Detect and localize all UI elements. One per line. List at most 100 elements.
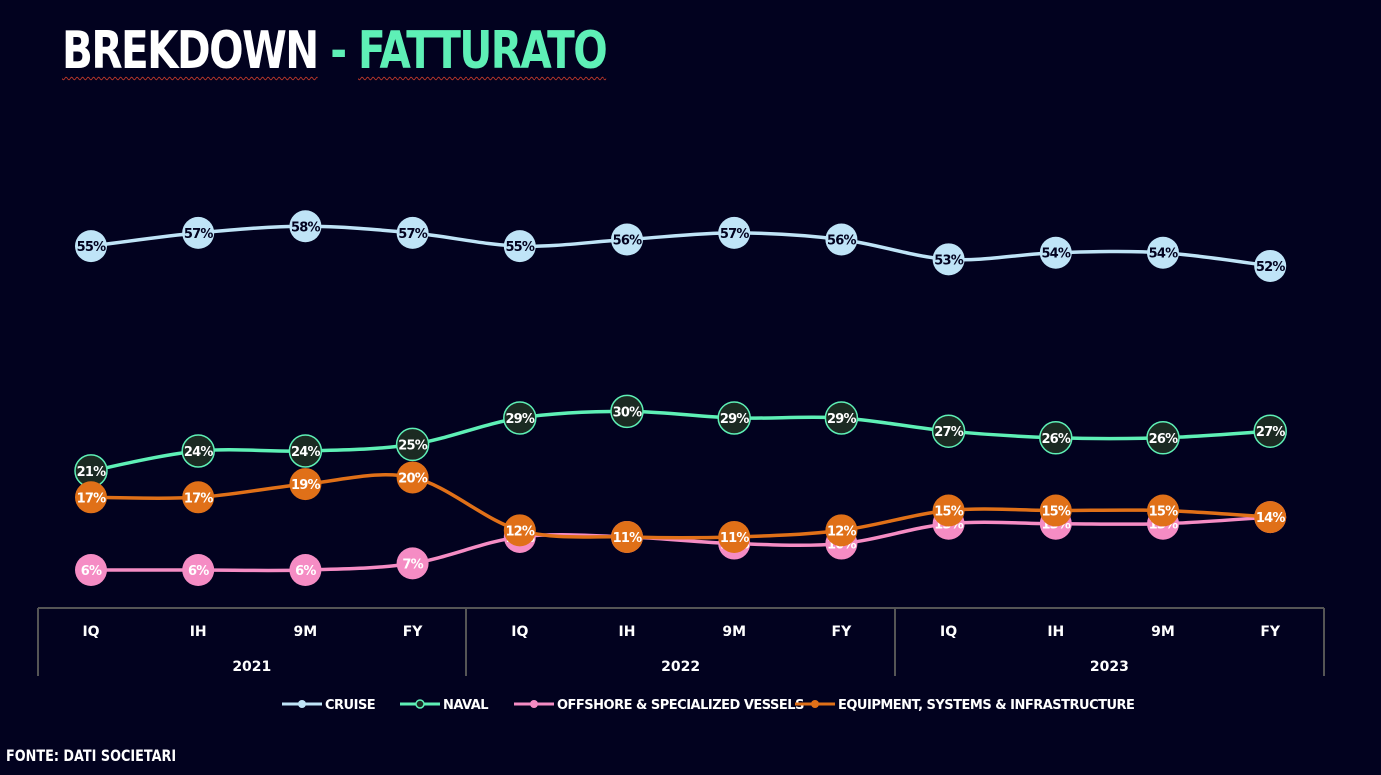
data-point — [396, 461, 429, 494]
x-group-label: 2022 — [661, 659, 700, 675]
data-label: 56% — [827, 234, 856, 249]
data-point — [825, 223, 858, 256]
data-label: 20% — [398, 471, 427, 486]
data-label: 27% — [934, 425, 963, 440]
data-label: 56% — [613, 234, 642, 249]
data-point — [931, 414, 966, 448]
data-point — [824, 401, 859, 435]
data-point — [1039, 494, 1072, 527]
data-label: 29% — [720, 412, 749, 427]
data-point — [825, 514, 858, 547]
data-label: 11% — [720, 531, 749, 546]
data-label: 29% — [505, 412, 534, 427]
data-point — [75, 230, 107, 263]
data-point — [1147, 236, 1179, 269]
data-label: 24% — [184, 445, 213, 460]
data-label: 57% — [398, 227, 427, 242]
data-label: 25% — [398, 438, 427, 453]
data-point — [717, 401, 751, 435]
data-label: 14% — [1256, 511, 1285, 526]
x-tick-label: 9M — [1151, 624, 1175, 640]
data-label: 30% — [613, 405, 642, 420]
x-tick-label: 9M — [722, 624, 746, 640]
data-point — [182, 554, 215, 586]
data-point — [288, 434, 323, 468]
page-title: BREKDOWN - FATTURATO — [62, 20, 608, 82]
data-point — [611, 223, 643, 256]
data-label: 26% — [1041, 432, 1070, 447]
data-point — [396, 547, 429, 580]
data-label: 29% — [827, 412, 856, 427]
data-label: 57% — [184, 227, 213, 242]
x-tick-label: FY — [832, 624, 853, 640]
title-part-1: BREKDOWN — [62, 21, 319, 81]
data-point — [182, 481, 215, 514]
x-tick-label: IH — [1047, 624, 1064, 640]
data-point — [289, 468, 322, 501]
x-tick-label: FY — [1260, 624, 1281, 640]
legend-swatch-marker — [530, 700, 538, 708]
data-label: 57% — [720, 227, 749, 242]
data-point — [932, 494, 965, 527]
legend-label: EQUIPMENT, SYSTEMS & INFRASTRUCTURE — [838, 698, 1134, 713]
series-line — [90, 224, 1271, 268]
data-label: 55% — [505, 240, 534, 255]
series-line — [90, 473, 1271, 540]
legend-swatch-marker — [298, 700, 306, 708]
x-group-label: 2021 — [232, 659, 271, 675]
data-label: 24% — [291, 445, 320, 460]
x-tick-label: IQ — [940, 624, 957, 640]
x-tick-label: IH — [619, 624, 636, 640]
data-label: 19% — [291, 478, 320, 493]
data-label: 54% — [1149, 247, 1178, 262]
data-point — [1254, 249, 1287, 282]
legend-swatch-marker — [415, 699, 425, 709]
data-label: 54% — [1041, 247, 1070, 262]
data-label: 26% — [1149, 432, 1178, 447]
data-label: 15% — [1149, 505, 1178, 520]
source-note: FONTE: DATI SOCIETARI — [6, 746, 177, 765]
data-point — [1146, 421, 1180, 455]
series-line — [91, 515, 1271, 573]
title-separator: - — [317, 21, 359, 81]
legend-label: CRUISE — [325, 698, 375, 713]
data-label: 15% — [1041, 505, 1070, 520]
data-point — [181, 434, 215, 468]
data-label: 52% — [1256, 260, 1285, 275]
title-part-2: FATTURATO — [358, 21, 608, 81]
data-label: 27% — [1256, 425, 1285, 440]
data-point — [395, 427, 430, 462]
x-tick-label: IQ — [511, 624, 528, 640]
data-label: 6% — [188, 564, 209, 579]
data-label: 12% — [505, 524, 534, 539]
data-point — [1039, 421, 1073, 455]
data-label: 17% — [77, 491, 106, 506]
data-point — [718, 216, 751, 249]
data-label: 12% — [827, 524, 856, 539]
legend-swatch-marker — [811, 700, 819, 708]
data-label: 6% — [81, 564, 102, 579]
data-label: 53% — [934, 253, 963, 268]
data-point — [932, 243, 965, 276]
data-point — [503, 514, 536, 547]
x-tick-label: 9M — [294, 624, 318, 640]
data-point — [75, 554, 107, 586]
data-point — [1039, 236, 1072, 269]
data-point — [75, 481, 107, 514]
x-group-label: 2023 — [1090, 659, 1129, 675]
data-point — [503, 401, 537, 435]
data-label: 11% — [613, 531, 642, 546]
data-point — [1254, 501, 1287, 534]
data-label: 7% — [402, 557, 423, 572]
data-point — [611, 520, 643, 553]
data-label: 15% — [934, 505, 963, 520]
legend-label: OFFSHORE & SPECIALIZED VESSELS — [557, 698, 804, 713]
data-label: 21% — [77, 465, 106, 480]
data-point — [289, 554, 322, 586]
series-line — [90, 409, 1271, 473]
data-label: 17% — [184, 491, 213, 506]
data-point — [610, 394, 644, 429]
data-point — [503, 230, 536, 263]
data-label: 6% — [295, 564, 316, 579]
